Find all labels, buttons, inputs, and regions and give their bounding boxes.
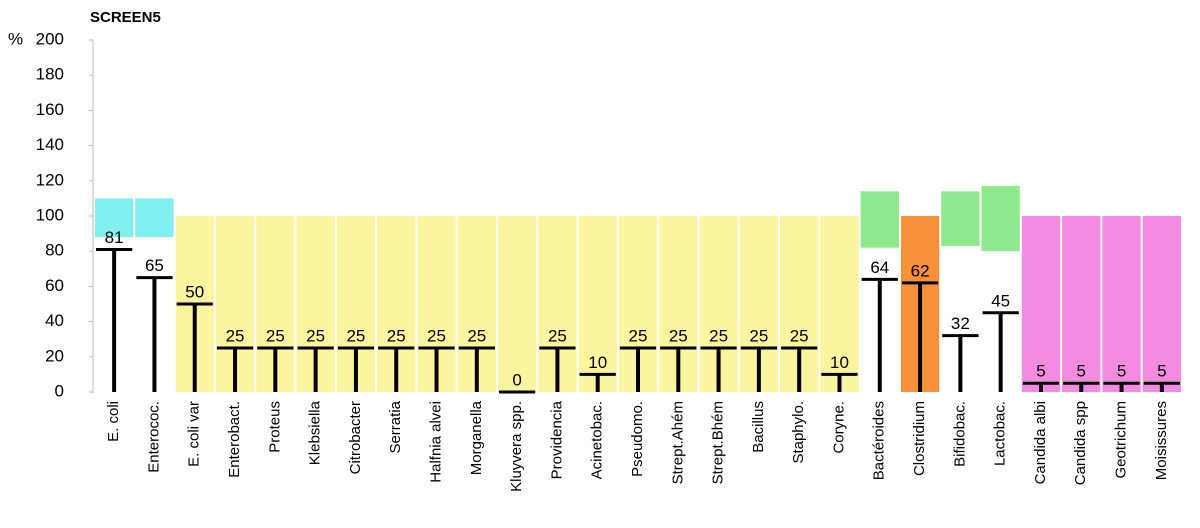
value-label: 25 xyxy=(749,326,768,345)
x-tick-label: Enterobact. xyxy=(226,401,243,478)
x-tick-label: Enterococ. xyxy=(145,401,162,473)
value-label: 25 xyxy=(346,326,365,345)
reference-range xyxy=(1021,216,1061,392)
y-tick-label: 60 xyxy=(45,276,64,295)
value-label: 5 xyxy=(1077,362,1086,381)
reference-range xyxy=(1062,216,1101,392)
x-tick-label: Providencia xyxy=(548,400,565,479)
reference-range xyxy=(497,216,537,392)
reference-range xyxy=(981,186,1020,252)
x-tick-label: Geotrichum xyxy=(1113,401,1130,479)
y-tick-label: 40 xyxy=(45,311,64,330)
y-tick-label: 140 xyxy=(36,135,64,154)
chart-title: SCREEN5 xyxy=(90,9,161,26)
value-label: 25 xyxy=(427,326,446,345)
x-tick-label: Pseudomo. xyxy=(629,401,646,477)
y-tick-label: 200 xyxy=(36,29,64,48)
value-label: 25 xyxy=(266,326,285,345)
x-tick-label: Kluyvera spp. xyxy=(508,401,525,492)
value-label: 32 xyxy=(951,314,970,333)
reference-range xyxy=(860,191,899,248)
x-tick-label: Bacillus xyxy=(750,401,767,453)
value-label: 25 xyxy=(306,326,325,345)
value-label: 62 xyxy=(911,261,930,280)
x-tick-label: Staphylo. xyxy=(790,401,807,464)
value-label: 45 xyxy=(991,291,1010,310)
x-tick-label: E. coli var xyxy=(186,401,203,467)
x-tick-label: Coryne. xyxy=(830,401,847,454)
x-tick-label: Strept.Ahém xyxy=(669,401,686,484)
reference-range xyxy=(135,198,174,238)
y-tick-label: 120 xyxy=(36,170,64,189)
y-axis-label: % xyxy=(8,29,23,48)
x-tick-label: Klebsiella xyxy=(307,400,324,465)
value-label: 25 xyxy=(629,326,648,345)
x-tick-label: Moisissures xyxy=(1153,401,1170,480)
reference-range xyxy=(1102,216,1141,392)
reference-range xyxy=(578,216,617,392)
x-tick-label: Proteus xyxy=(266,401,283,453)
y-tick-label: 80 xyxy=(45,241,64,260)
value-label: 65 xyxy=(145,256,164,275)
value-label: 81 xyxy=(105,228,124,247)
x-tick-label: Lactobac. xyxy=(992,401,1009,466)
value-label: 10 xyxy=(830,353,849,372)
value-label: 50 xyxy=(185,282,204,301)
value-label: 5 xyxy=(1036,362,1045,381)
value-label: 25 xyxy=(467,326,486,345)
value-label: 25 xyxy=(669,326,688,345)
value-label: 25 xyxy=(790,326,809,345)
value-label: 25 xyxy=(387,326,406,345)
x-tick-label: Clostridium xyxy=(911,401,928,476)
x-tick-label: Strept.Bhém xyxy=(710,401,727,484)
reference-range xyxy=(95,198,134,238)
x-tick-label: E. coli xyxy=(105,401,122,442)
x-tick-label: Bactéroides xyxy=(871,401,888,480)
reference-range xyxy=(820,216,859,392)
y-tick-label: 160 xyxy=(36,100,64,119)
x-tick-label: Serratia xyxy=(387,400,404,453)
y-tick-label: 100 xyxy=(36,205,64,224)
reference-range xyxy=(941,191,980,246)
value-label: 5 xyxy=(1117,362,1126,381)
x-tick-label: Acinetobac. xyxy=(589,401,606,479)
x-tick-label: Bifidobac. xyxy=(951,401,968,467)
value-label: 25 xyxy=(548,326,567,345)
value-label: 10 xyxy=(588,353,607,372)
value-label: 64 xyxy=(870,258,889,277)
x-tick-label: Candida albi xyxy=(1032,401,1049,484)
y-tick-label: 180 xyxy=(36,65,64,84)
x-tick-label: Morganella xyxy=(468,400,485,475)
y-tick-label: 0 xyxy=(55,381,64,400)
value-label: 25 xyxy=(226,326,245,345)
x-tick-label: Citrobacter xyxy=(347,401,364,474)
reference-range xyxy=(1142,216,1181,392)
value-label: 0 xyxy=(512,370,521,389)
value-label: 5 xyxy=(1157,362,1166,381)
y-tick-label: 20 xyxy=(45,346,64,365)
x-tick-label: Halfnia alvei xyxy=(427,401,444,483)
value-label: 25 xyxy=(709,326,728,345)
x-tick-label: Candida spp xyxy=(1072,401,1089,485)
